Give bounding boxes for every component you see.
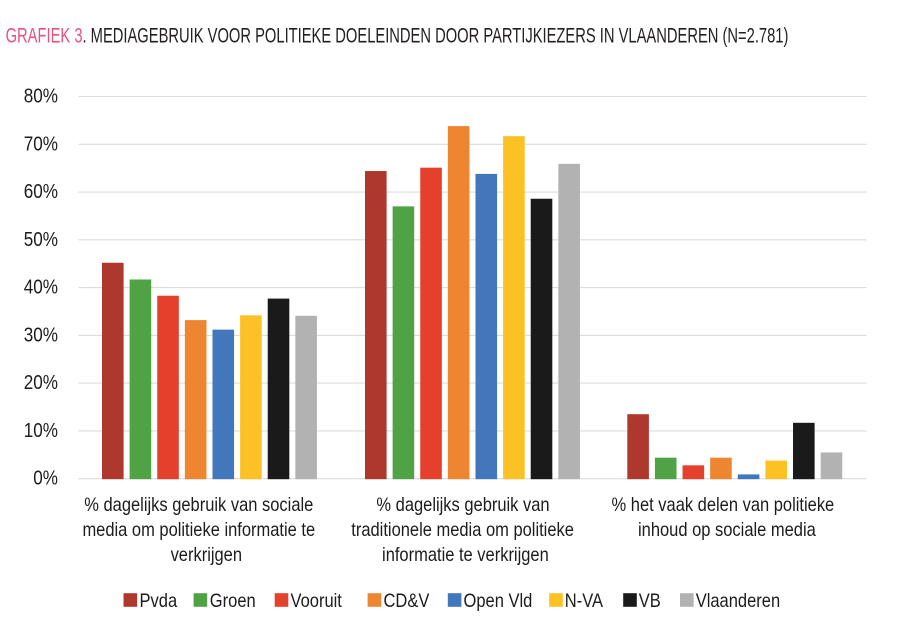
svg-text:verkrijgen: verkrijgen xyxy=(171,544,242,565)
svg-text:informatie te verkrijgen: informatie te verkrijgen xyxy=(382,544,549,565)
svg-text:80%: 80% xyxy=(24,85,58,108)
svg-text:CD&V: CD&V xyxy=(384,590,430,611)
svg-text:Vooruit: Vooruit xyxy=(291,590,342,611)
svg-text:% dagelijks gebruik van social: % dagelijks gebruik van sociale xyxy=(84,494,313,515)
svg-text:0%: 0% xyxy=(33,467,58,490)
svg-text:20%: 20% xyxy=(24,372,58,395)
svg-text:VB: VB xyxy=(639,590,661,611)
svg-text:Groen: Groen xyxy=(210,590,256,611)
svg-text:Vlaanderen: Vlaanderen xyxy=(696,590,780,611)
svg-text:GRAFIEK 3. MEDIAGEBRUIK VOOR P: GRAFIEK 3. MEDIAGEBRUIK VOOR POLITIEKE D… xyxy=(6,24,789,47)
svg-text:traditionele media om politiek: traditionele media om politieke xyxy=(351,519,574,540)
svg-text:70%: 70% xyxy=(24,133,58,156)
svg-text:60%: 60% xyxy=(24,181,58,204)
svg-text:30%: 30% xyxy=(24,324,58,347)
svg-text:Pvda: Pvda xyxy=(140,590,178,611)
svg-text:% het vaak delen van politieke: % het vaak delen van politieke xyxy=(612,494,835,515)
svg-text:Open Vld: Open Vld xyxy=(464,590,533,611)
svg-text:10%: 10% xyxy=(24,420,58,443)
svg-text:N-VA: N-VA xyxy=(565,590,603,611)
svg-text:50%: 50% xyxy=(24,228,58,251)
svg-text:media om politieke informatie: media om politieke informatie te xyxy=(82,519,315,540)
svg-text:inhoud op sociale media: inhoud op sociale media xyxy=(638,519,816,540)
svg-text:% dagelijks gebruik van: % dagelijks gebruik van xyxy=(376,494,549,515)
svg-text:40%: 40% xyxy=(24,276,58,299)
